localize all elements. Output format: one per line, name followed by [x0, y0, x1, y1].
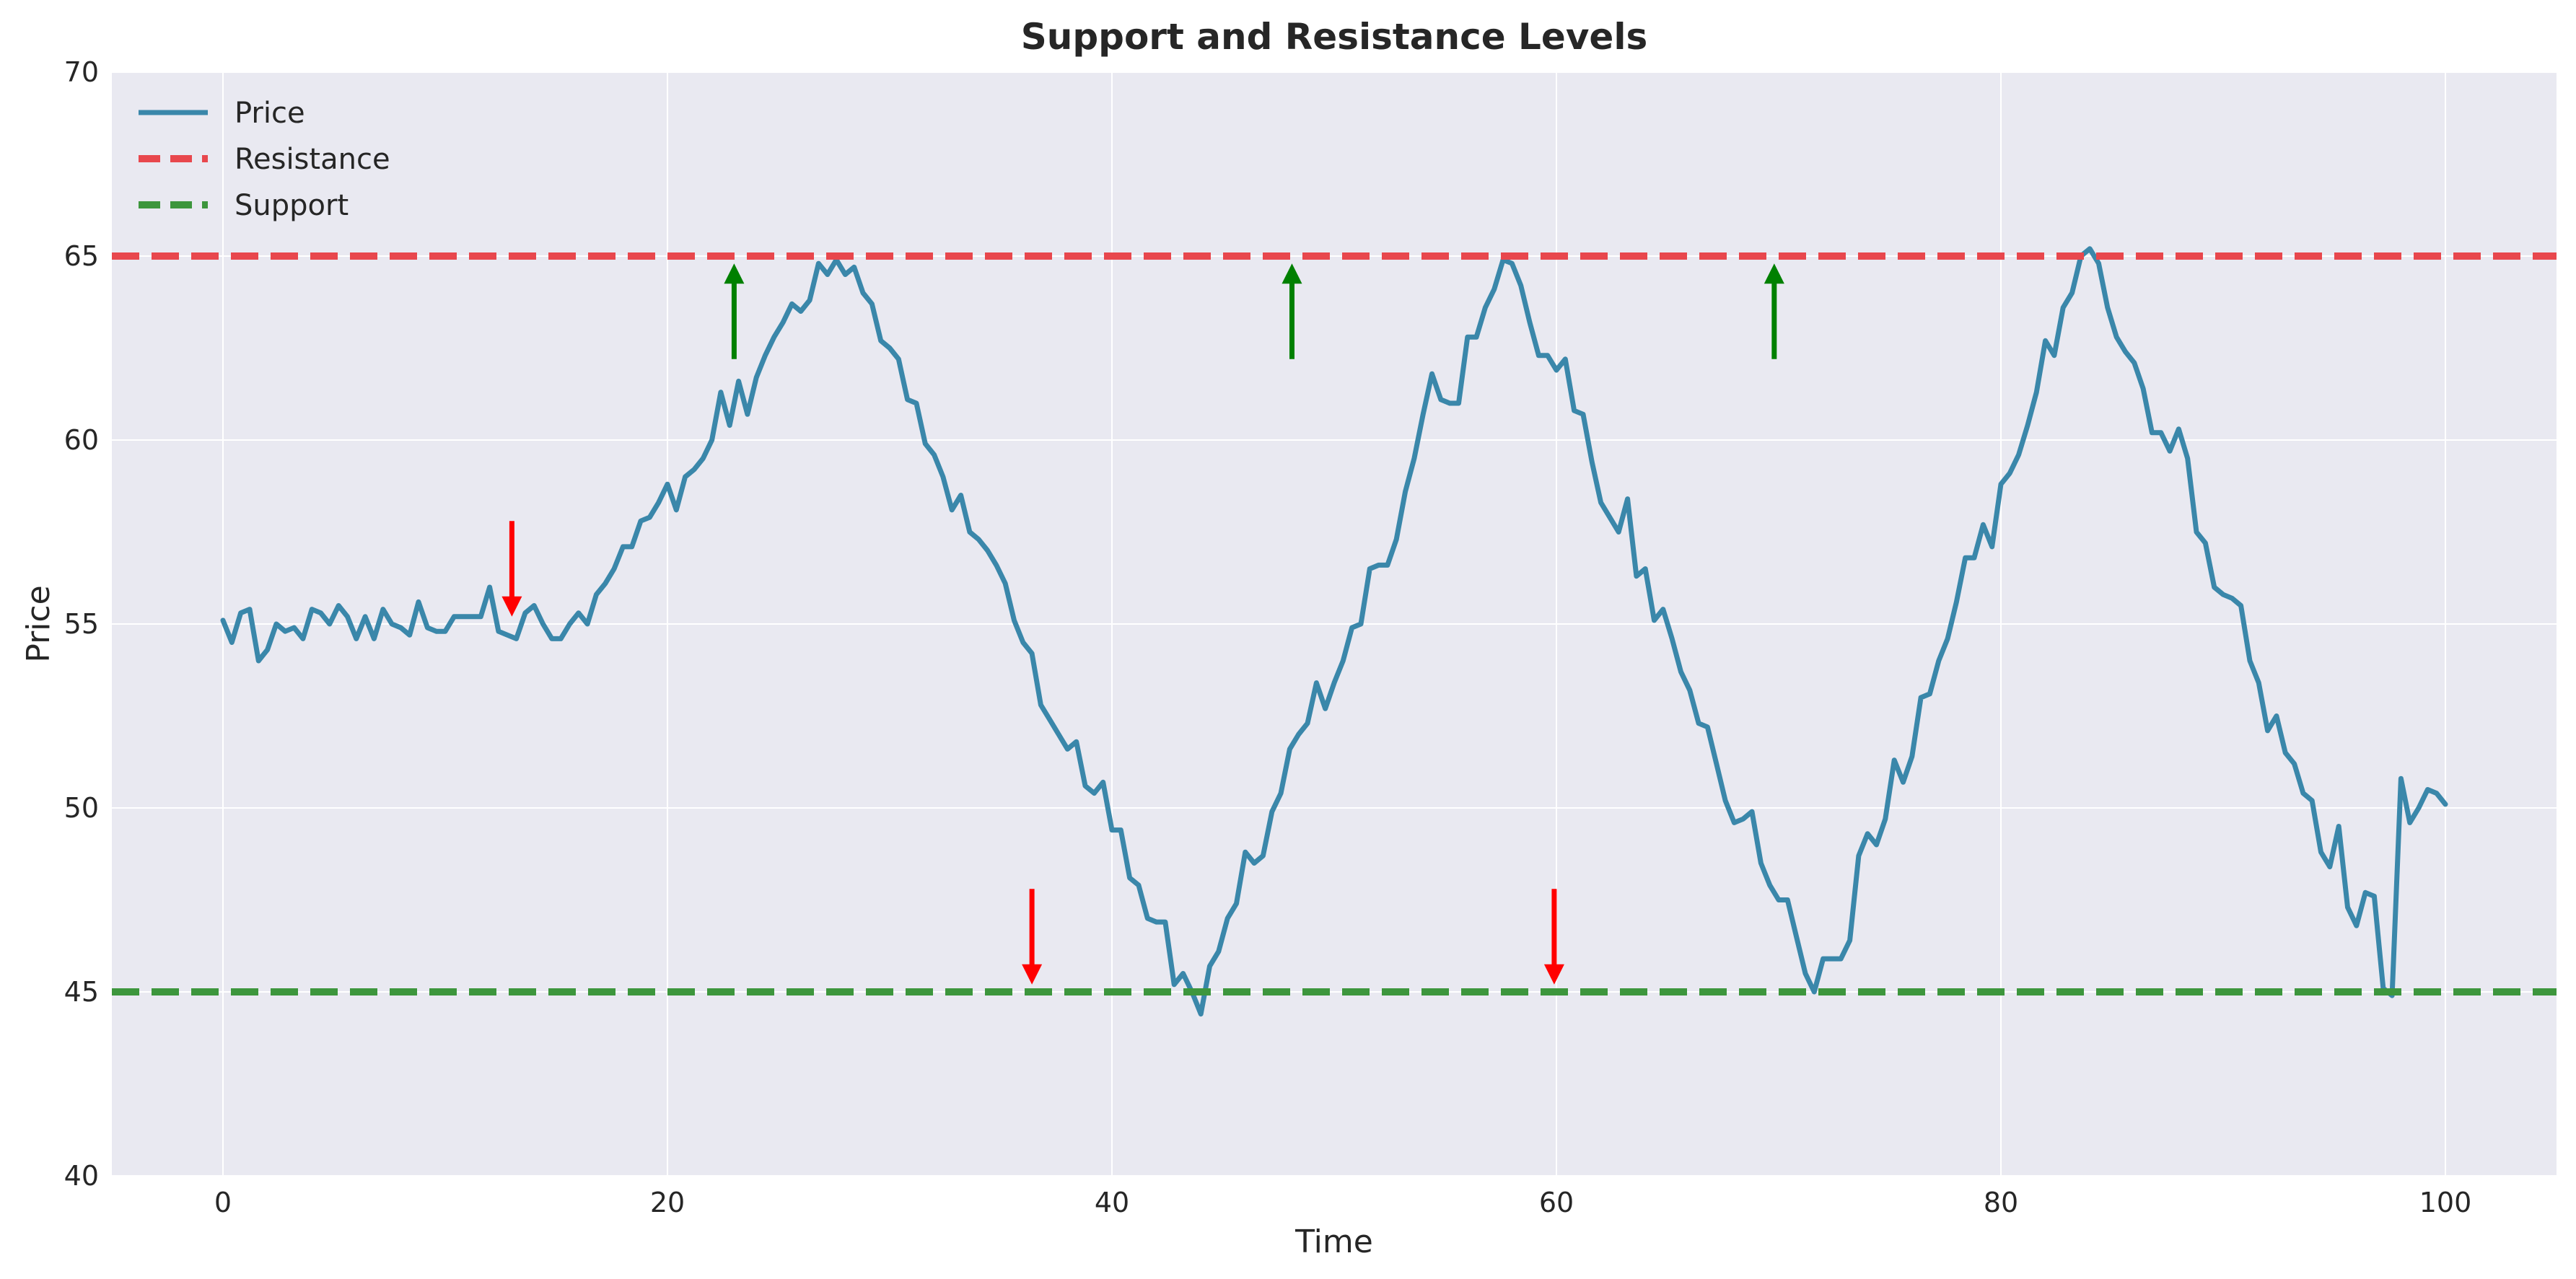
x-tick-label: 80: [1984, 1187, 2018, 1218]
annotation-layer: [501, 263, 1784, 985]
legend: Price Resistance Support: [139, 97, 390, 222]
legend-label-support: Support: [235, 189, 349, 222]
legend-label-resistance: Resistance: [235, 143, 390, 176]
x-tick-label: 60: [1539, 1187, 1574, 1218]
support-touch-arrow: [1543, 889, 1564, 985]
support-touch-arrow: [1022, 889, 1043, 985]
y-tick-label: 55: [64, 608, 99, 640]
chart-title: Support and Resistance Levels: [1021, 16, 1647, 58]
y-tick-label: 50: [64, 792, 99, 824]
legend-label-price: Price: [235, 97, 305, 130]
resistance-touch-arrow: [1764, 263, 1784, 359]
x-tick-label: 100: [2419, 1187, 2472, 1218]
resistance-touch-arrow: [724, 263, 745, 359]
x-axis-label: Time: [1294, 1223, 1373, 1260]
y-tick-label: 70: [64, 56, 99, 88]
data-layer: [112, 246, 2557, 1017]
y-tick-label: 40: [64, 1160, 99, 1192]
x-tick-label: 20: [650, 1187, 685, 1218]
support-touch-arrow: [501, 521, 522, 617]
tick-layer: 0 20 40 60 80 100 40 45 50 55 60 65 70: [64, 56, 2472, 1218]
y-tick-label: 65: [64, 240, 99, 272]
y-axis-label: Price: [20, 585, 57, 662]
x-tick-label: 40: [1095, 1187, 1129, 1218]
y-tick-label: 60: [64, 424, 99, 456]
resistance-touch-arrow: [1282, 263, 1302, 359]
y-tick-label: 45: [64, 976, 99, 1008]
x-tick-label: 0: [214, 1187, 232, 1218]
price-line: [220, 246, 2448, 1017]
